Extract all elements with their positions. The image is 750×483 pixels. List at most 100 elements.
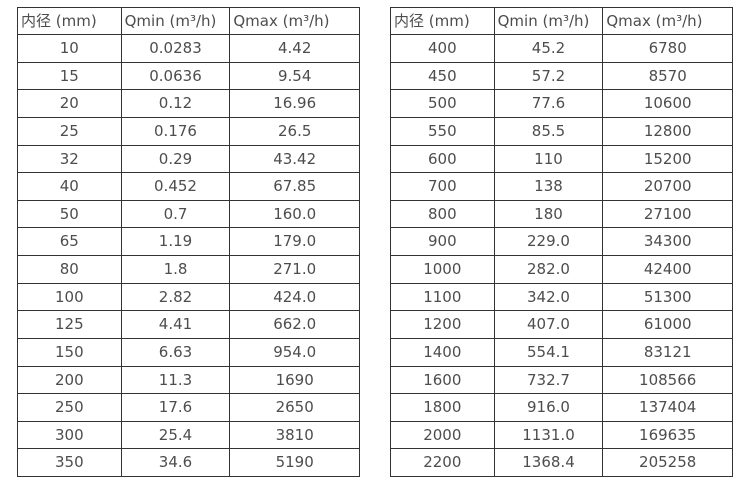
table-cell: 4.42 bbox=[229, 34, 360, 63]
table-row: 800 180 27100 bbox=[390, 199, 733, 229]
table-cell: 10 bbox=[17, 34, 122, 63]
table-row: 1400 554.1 83121 bbox=[390, 337, 733, 367]
table-cell: 150 bbox=[17, 337, 122, 367]
table-row: 25 0.176 26.5 bbox=[17, 116, 360, 146]
table-cell: 34.6 bbox=[120, 448, 231, 477]
table-row: 500 77.6 10600 bbox=[390, 89, 733, 118]
table-cell: 1100 bbox=[390, 282, 495, 312]
table-row: 300 25.4 3810 bbox=[17, 420, 360, 450]
table-row: 400 45.2 6780 bbox=[390, 34, 733, 63]
column-header: Qmin (m³/h) bbox=[120, 7, 231, 35]
table-cell: 424.0 bbox=[229, 282, 360, 312]
table-cell: 205258 bbox=[602, 448, 733, 477]
table-row: 1000 282.0 42400 bbox=[390, 255, 733, 284]
table-cell: 6.63 bbox=[120, 337, 231, 367]
table-cell: 25 bbox=[17, 116, 122, 146]
table-cell: 1200 bbox=[390, 310, 495, 339]
table-cell: 61000 bbox=[602, 310, 733, 339]
column-header: 内径 (mm) bbox=[17, 7, 122, 35]
table-cell: 27100 bbox=[602, 199, 733, 229]
column-header: Qmin (m³/h) bbox=[493, 7, 604, 35]
table-cell: 50 bbox=[17, 199, 122, 229]
table-cell: 32 bbox=[17, 144, 122, 174]
table-cell: 342.0 bbox=[493, 282, 604, 312]
table-cell: 45.2 bbox=[493, 34, 604, 63]
table-row: 32 0.29 43.42 bbox=[17, 144, 360, 174]
table-cell: 1800 bbox=[390, 393, 495, 422]
table-cell: 16.96 bbox=[229, 89, 360, 118]
table-cell: 1400 bbox=[390, 337, 495, 367]
table-cell: 65 bbox=[17, 227, 122, 256]
table-row: 150 6.63 954.0 bbox=[17, 337, 360, 367]
table-cell: 83121 bbox=[602, 337, 733, 367]
table-cell: 1131.0 bbox=[493, 420, 604, 450]
table-row: 550 85.5 12800 bbox=[390, 116, 733, 146]
table-cell: 17.6 bbox=[120, 393, 231, 422]
table-cell: 80 bbox=[17, 255, 122, 284]
table-cell: 271.0 bbox=[229, 255, 360, 284]
table-row: 50 0.7 160.0 bbox=[17, 199, 360, 229]
table-cell: 732.7 bbox=[493, 365, 604, 395]
table-cell: 138 bbox=[493, 172, 604, 201]
table-cell: 250 bbox=[17, 393, 122, 422]
table-row: 15 0.0636 9.54 bbox=[17, 61, 360, 91]
table-cell: 100 bbox=[17, 282, 122, 312]
table-cell: 108566 bbox=[602, 365, 733, 395]
table-cell: 11.3 bbox=[120, 365, 231, 395]
flow-spec-table-small-diameters: 内径 (mm) Qmin (m³/h) Qmax (m³/h) 10 0.0283 4.… bbox=[17, 7, 360, 477]
column-header: 内径 (mm) bbox=[390, 7, 495, 35]
table-cell: 160.0 bbox=[229, 199, 360, 229]
table-cell: 400 bbox=[390, 34, 495, 63]
table-cell: 0.0283 bbox=[120, 34, 231, 63]
table-row: 1600 732.7 108566 bbox=[390, 365, 733, 395]
table-cell: 9.54 bbox=[229, 61, 360, 91]
table-body: 400 45.2 6780 450 57.2 8570 500 77.6 10600 550 85.… bbox=[390, 34, 733, 477]
table-cell: 2.82 bbox=[120, 282, 231, 312]
table-cell: 15 bbox=[17, 61, 122, 91]
column-header: Qmax (m³/h) bbox=[229, 7, 360, 35]
table-cell: 40 bbox=[17, 172, 122, 201]
table-cell: 300 bbox=[17, 420, 122, 450]
table-cell: 1.8 bbox=[120, 255, 231, 284]
table-row: 80 1.8 271.0 bbox=[17, 255, 360, 284]
table-cell: 550 bbox=[390, 116, 495, 146]
table-cell: 34300 bbox=[602, 227, 733, 256]
table-cell: 554.1 bbox=[493, 337, 604, 367]
table-cell: 600 bbox=[390, 144, 495, 174]
header-row: 内径 (mm) Qmin (m³/h) Qmax (m³/h) bbox=[17, 7, 360, 35]
table-cell: 137404 bbox=[602, 393, 733, 422]
table-row: 40 0.452 67.85 bbox=[17, 172, 360, 201]
table-cell: 900 bbox=[390, 227, 495, 256]
table-cell: 8570 bbox=[602, 61, 733, 91]
flow-spec-table-large-diameters: 内径 (mm) Qmin (m³/h) Qmax (m³/h) 400 45.2 678… bbox=[390, 7, 733, 477]
table-header: 内径 (mm) Qmin (m³/h) Qmax (m³/h) bbox=[390, 7, 733, 35]
table-cell: 42400 bbox=[602, 255, 733, 284]
table-cell: 200 bbox=[17, 365, 122, 395]
table-cell: 3810 bbox=[229, 420, 360, 450]
table-cell: 43.42 bbox=[229, 144, 360, 174]
table-cell: 2650 bbox=[229, 393, 360, 422]
table-cell: 407.0 bbox=[493, 310, 604, 339]
table-cell: 85.5 bbox=[493, 116, 604, 146]
table-row: 1200 407.0 61000 bbox=[390, 310, 733, 339]
table-row: 200 11.3 1690 bbox=[17, 365, 360, 395]
table-row: 350 34.6 5190 bbox=[17, 448, 360, 477]
table-cell: 20700 bbox=[602, 172, 733, 201]
column-header: Qmax (m³/h) bbox=[602, 7, 733, 35]
table-cell: 77.6 bbox=[493, 89, 604, 118]
table-cell: 282.0 bbox=[493, 255, 604, 284]
table-cell: 6780 bbox=[602, 34, 733, 63]
table-row: 450 57.2 8570 bbox=[390, 61, 733, 91]
table-cell: 67.85 bbox=[229, 172, 360, 201]
table-cell: 0.452 bbox=[120, 172, 231, 201]
table-row: 20 0.12 16.96 bbox=[17, 89, 360, 118]
table-cell: 1600 bbox=[390, 365, 495, 395]
table-cell: 500 bbox=[390, 89, 495, 118]
table-cell: 0.7 bbox=[120, 199, 231, 229]
table-cell: 179.0 bbox=[229, 227, 360, 256]
table-cell: 10600 bbox=[602, 89, 733, 118]
table-cell: 916.0 bbox=[493, 393, 604, 422]
table-cell: 2200 bbox=[390, 448, 495, 477]
table-cell: 57.2 bbox=[493, 61, 604, 91]
table-cell: 180 bbox=[493, 199, 604, 229]
